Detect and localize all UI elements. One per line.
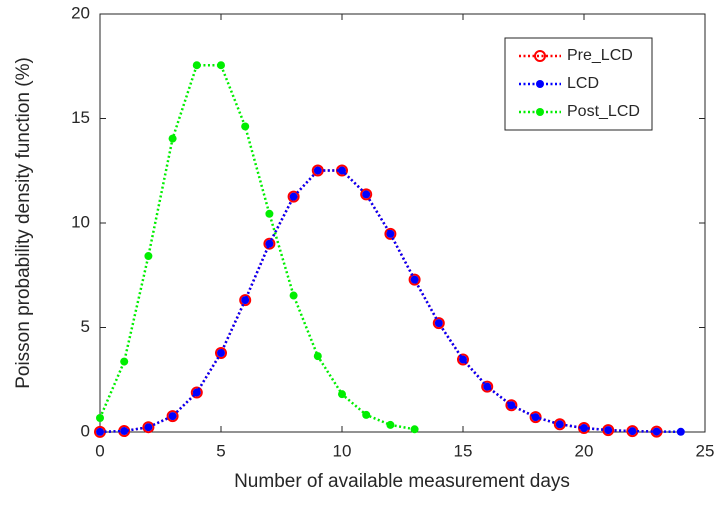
point — [96, 413, 104, 422]
point — [360, 188, 373, 201]
legend-marker — [536, 108, 544, 116]
point — [168, 412, 177, 421]
point — [408, 273, 421, 286]
point — [313, 166, 322, 175]
point — [192, 388, 201, 397]
x-tick-label: 0 — [95, 441, 104, 460]
point — [265, 239, 274, 248]
point — [459, 355, 467, 364]
legend-label: Pre_LCD — [567, 47, 633, 64]
point — [190, 386, 203, 399]
y-axis-label: Poisson probability density function (%) — [13, 57, 34, 389]
point — [217, 61, 225, 70]
point — [432, 317, 445, 330]
point — [241, 122, 250, 131]
x-axis-label: Number of available measurement days — [234, 471, 570, 492]
point — [215, 346, 227, 359]
legend: Pre_LCD LCD Post_LCD — [504, 37, 653, 131]
point — [483, 382, 492, 391]
point — [410, 425, 419, 434]
point — [265, 209, 274, 218]
point — [604, 426, 613, 435]
point — [313, 352, 322, 361]
point — [434, 319, 443, 328]
point — [166, 410, 179, 423]
legend-marker — [536, 80, 544, 88]
point — [144, 423, 153, 432]
point — [481, 380, 494, 393]
point — [263, 237, 276, 250]
y-tick-label: 10 — [71, 212, 90, 231]
point — [410, 275, 419, 284]
y-tick-label: 15 — [71, 108, 90, 127]
point — [289, 192, 298, 201]
point — [628, 427, 637, 436]
point — [555, 420, 564, 429]
point — [338, 166, 346, 175]
point — [362, 190, 371, 199]
legend-marker — [534, 50, 546, 62]
x-tick-label: 25 — [696, 441, 715, 460]
point — [120, 357, 129, 366]
point — [676, 427, 685, 436]
point — [311, 164, 324, 177]
point — [652, 427, 661, 436]
point — [338, 390, 346, 399]
x-tick-label: 10 — [333, 441, 352, 460]
point — [241, 296, 250, 305]
point — [602, 424, 615, 437]
point — [531, 413, 540, 422]
y-tick-label: 5 — [81, 317, 90, 336]
point — [192, 61, 201, 70]
series-line — [98, 63, 415, 431]
y-tick-label: 20 — [71, 3, 90, 22]
point — [507, 401, 516, 410]
x-tick-label: 15 — [454, 441, 473, 460]
y-tick-label: 0 — [81, 421, 90, 440]
point — [96, 427, 104, 436]
point — [505, 399, 518, 412]
point — [529, 411, 542, 424]
x-tick-label: 20 — [575, 441, 594, 460]
point — [386, 420, 395, 429]
point — [144, 252, 153, 261]
point — [384, 227, 397, 240]
point — [362, 410, 371, 419]
point — [580, 424, 588, 433]
point — [239, 294, 252, 307]
point — [289, 291, 298, 300]
point — [287, 190, 300, 203]
point — [553, 418, 566, 431]
point — [217, 348, 225, 357]
x-tick-label: 5 — [216, 441, 225, 460]
legend-label: LCD — [567, 75, 599, 92]
point — [168, 134, 177, 143]
point — [457, 353, 469, 366]
point — [120, 427, 129, 436]
point — [142, 421, 155, 434]
legend-label: Post_LCD — [567, 103, 640, 120]
point — [386, 229, 395, 238]
